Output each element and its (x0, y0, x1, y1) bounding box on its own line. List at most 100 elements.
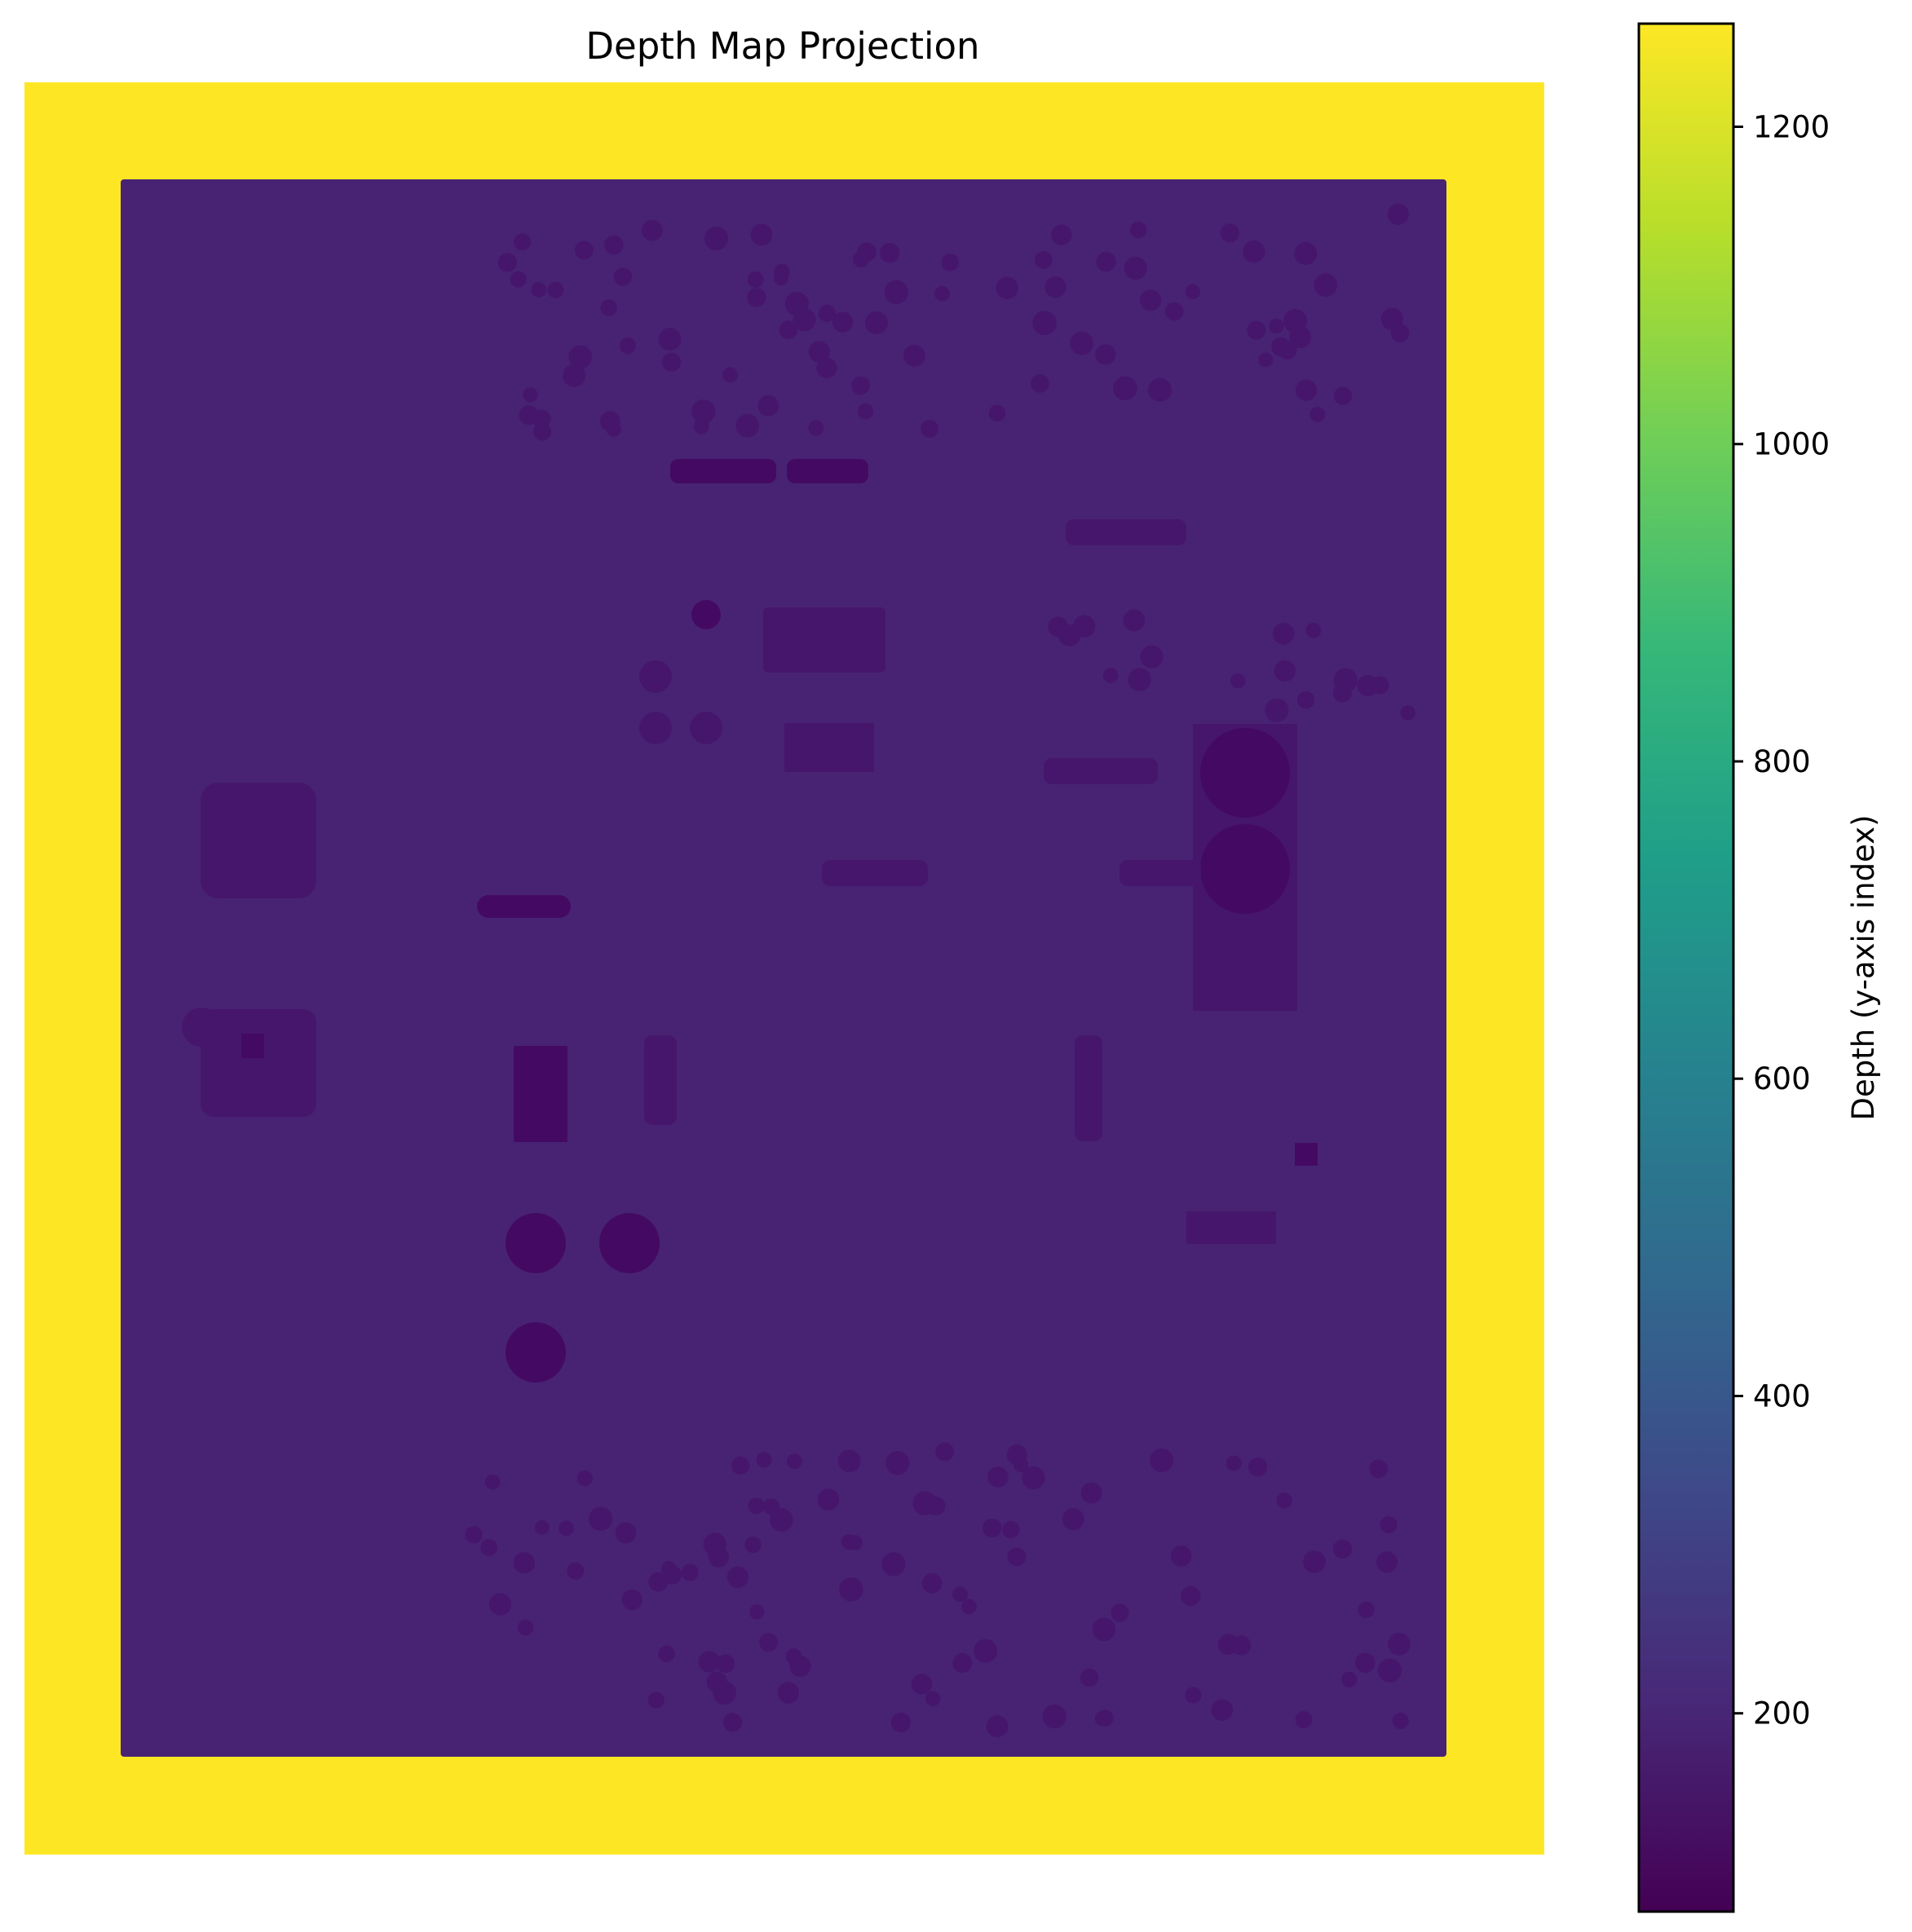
component-res (477, 895, 571, 918)
component-pad (1332, 1539, 1353, 1559)
component-pad (769, 1508, 793, 1532)
component-pad (568, 345, 593, 369)
component-pad (884, 280, 909, 305)
component-pad (986, 1715, 1009, 1738)
component-pad (934, 285, 950, 302)
component-pad (722, 1713, 743, 1732)
component-pad (1035, 250, 1053, 269)
component-pad (621, 1589, 642, 1611)
component-pad (1258, 352, 1274, 368)
component-pad (534, 1520, 550, 1535)
component-pad (497, 253, 517, 272)
component-pad (576, 1470, 593, 1487)
component-pad (1070, 331, 1094, 355)
component-pad (647, 1692, 665, 1709)
component-pad (988, 404, 1006, 422)
component-pad (817, 1489, 840, 1511)
component-pad (531, 282, 547, 298)
component-pad (808, 420, 824, 436)
component-chip (201, 783, 316, 898)
component-pad (1139, 289, 1162, 311)
component-pad (513, 1551, 536, 1574)
component-pad (1341, 1671, 1358, 1687)
component-pad (1129, 221, 1147, 239)
component-pad (1032, 311, 1057, 336)
component-pad (1269, 318, 1284, 334)
chart-title: Depth Map Projection (585, 24, 979, 68)
component-pad (1309, 406, 1326, 422)
component-pad (890, 1712, 911, 1733)
component-pad (619, 337, 637, 355)
component-pad (641, 219, 663, 241)
component-chip (763, 607, 885, 673)
component-pad (786, 1453, 802, 1470)
component-pad (1062, 1508, 1084, 1531)
component-pad (1390, 324, 1410, 342)
component-pad (1080, 1482, 1102, 1504)
component-pad (1295, 379, 1318, 401)
component-res (644, 1035, 677, 1125)
component-pad (852, 250, 870, 267)
component-pad (816, 357, 837, 379)
component-pad (987, 1466, 1009, 1488)
component-pad (613, 267, 632, 286)
component-pad (911, 1674, 933, 1695)
component-pad (603, 235, 624, 255)
component-pad (1217, 1634, 1239, 1655)
component-pad (881, 1552, 906, 1577)
component-pad (517, 1619, 534, 1636)
component-pad (658, 328, 682, 351)
component-pad (926, 1496, 946, 1515)
component-pad (1294, 241, 1318, 265)
component-cap (599, 1213, 660, 1273)
component-cap (1200, 728, 1290, 818)
component-pad (1377, 1658, 1402, 1683)
component-pad (1128, 668, 1151, 691)
colorbar-tick-label: 800 (1753, 744, 1811, 779)
component-pad (748, 1498, 765, 1515)
component-pad (1225, 1455, 1242, 1471)
component-pad (574, 240, 594, 260)
component-pad (1354, 1652, 1375, 1674)
component-chip (784, 723, 874, 772)
component-pad (1150, 1448, 1174, 1472)
component-pad (839, 1577, 863, 1602)
component-pad (1170, 1545, 1192, 1567)
component-pad (818, 304, 836, 322)
component-pad (903, 344, 925, 367)
component-pad (1140, 645, 1164, 668)
component-pad (1022, 1466, 1045, 1489)
component-pad (1265, 698, 1289, 722)
component-pad (1295, 1143, 1318, 1166)
component-pad (762, 1498, 780, 1515)
component-pad (756, 1452, 772, 1468)
component-pad (547, 281, 564, 298)
component-res (1066, 519, 1186, 545)
component-pad (982, 1518, 1002, 1538)
colorbar-tick-label: 400 (1753, 1378, 1811, 1414)
component-pad (879, 242, 900, 263)
component-pad (658, 1645, 675, 1662)
component-pad (921, 419, 939, 439)
depth-heatmap (24, 82, 1544, 1855)
component-pad (703, 1533, 726, 1556)
component-pad (1096, 251, 1116, 272)
component-res (1044, 758, 1158, 784)
component-pad (1387, 203, 1409, 226)
component-pad (693, 418, 709, 434)
component-pad (851, 376, 870, 395)
component-pad (698, 1651, 720, 1673)
component-pad (514, 233, 532, 251)
colorbar-tick-label: 200 (1753, 1696, 1811, 1731)
component-pad (1051, 224, 1072, 245)
colorbar-tick-label: 1000 (1753, 427, 1830, 462)
component-pad (1072, 615, 1096, 638)
component-pad (690, 712, 722, 744)
component-pad (1185, 1687, 1202, 1704)
component-pad (1276, 1493, 1293, 1509)
component-cap (506, 1322, 566, 1383)
component-pad (704, 226, 729, 251)
component-pad (837, 1449, 861, 1473)
component-pad (1305, 622, 1322, 638)
component-pad (996, 276, 1018, 299)
